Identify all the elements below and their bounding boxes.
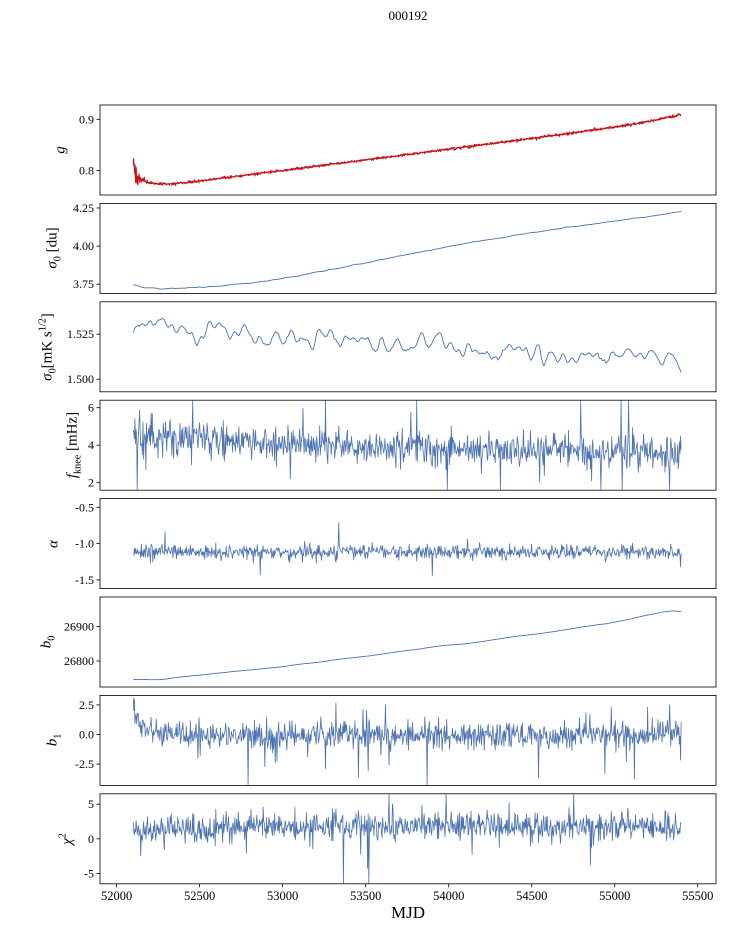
panel-b1: -2.5 0.0 2.5	[75, 695, 717, 786]
y-tick-label: 3.75	[73, 277, 94, 291]
axes-frame-sigma0-du	[99, 202, 717, 294]
axes-frame-chi2	[99, 793, 717, 885]
panel-chi2: -5 0 5 52000 52500 53000 53500 54000 54500 55000 5…	[84, 793, 717, 903]
x-tick-label: 54000	[433, 889, 464, 903]
y-tick-label: 1.525	[67, 327, 94, 341]
x-tick-label: 54500	[516, 889, 547, 903]
y-tick-label: 0.9	[79, 112, 94, 126]
figure-title: 000192	[388, 8, 428, 23]
axes-frame-b1	[99, 695, 717, 786]
y-tick-label: -1.5	[75, 573, 94, 587]
y-tick-label: 2	[88, 476, 94, 490]
series-g-model	[132, 113, 682, 185]
y-tick-label: 0	[88, 832, 94, 846]
series-sigma0-du	[133, 210, 682, 290]
x-tick-label: 52000	[101, 889, 132, 903]
y-tick-label: 4	[88, 438, 94, 452]
panel-alpha: -1.5 -1.0 -0.5	[75, 498, 717, 590]
y-tick-label: 4.25	[73, 201, 94, 215]
series-chi2	[132, 794, 682, 884]
y-tick-label: 0.0	[79, 728, 94, 742]
y-tick-label: 5	[88, 797, 94, 811]
x-tick-label: 55500	[682, 889, 713, 903]
y-tick-label: 26800	[64, 654, 94, 668]
panel-b0: 26800 26900	[64, 596, 717, 688]
x-tick-label: 53000	[267, 889, 298, 903]
y-tick-label: 6	[88, 401, 94, 415]
y-tick-label: -2.5	[75, 757, 94, 771]
axes-frame-g	[99, 104, 717, 196]
series-b0	[133, 610, 682, 681]
axes-frame-sigma0-mk	[99, 301, 717, 393]
series-sigma0-mk	[132, 318, 682, 373]
panel-g: 0.8 0.9	[79, 104, 717, 196]
axes-frame-alpha	[99, 498, 717, 590]
y-tick-label: 0.8	[79, 164, 94, 178]
x-tick-label: 55000	[599, 889, 630, 903]
y-tick-label: 1.500	[67, 372, 94, 386]
series-alpha	[133, 522, 682, 577]
x-tick-label: 53500	[350, 889, 381, 903]
y-tick-label: -1.0	[75, 537, 94, 551]
y-tick-label: 4.00	[73, 239, 94, 253]
x-tick-label: 52500	[184, 889, 215, 903]
series-fknee	[132, 400, 682, 490]
y-tick-label: 2.5	[79, 698, 94, 712]
panel-sigma0-mk: 1.500 1.525	[67, 301, 717, 393]
axes-frame-b0	[99, 596, 717, 688]
panel-sigma0-du: 3.75 4.00 4.25	[73, 201, 717, 294]
series-g-data	[132, 113, 682, 186]
panel-fknee: 2 4 6	[88, 399, 717, 491]
y-tick-label: -5	[84, 866, 94, 880]
series-b1	[132, 697, 682, 786]
y-tick-label: -0.5	[75, 500, 94, 514]
x-axis-label: MJD	[390, 903, 425, 922]
y-tick-label: 26900	[64, 619, 94, 633]
